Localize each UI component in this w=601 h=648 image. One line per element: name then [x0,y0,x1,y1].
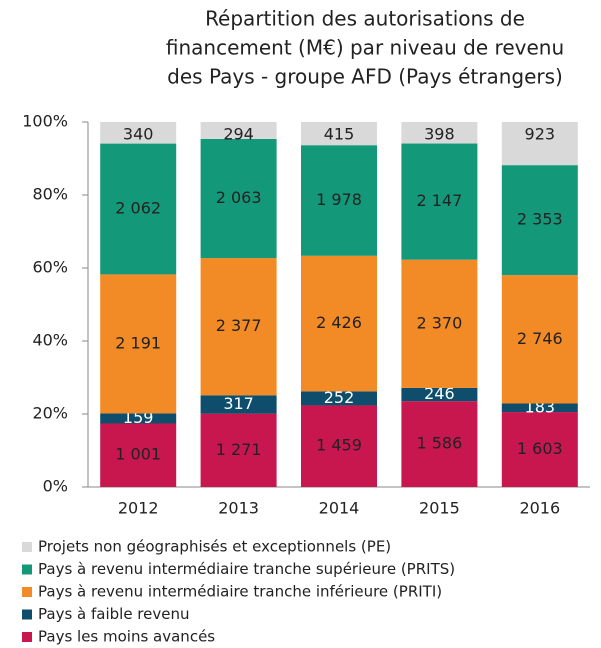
data-label: 2 746 [517,329,563,348]
bar-segment [501,165,578,276]
legend-swatch [22,587,32,597]
y-tick-label: 80% [32,185,68,204]
chart-title: financement (M€) par niveau de revenu [166,36,564,60]
data-label: 294 [223,125,254,144]
bar-segment [100,143,177,275]
chart-title: des Pays - groupe AFD (Pays étrangers) [167,65,563,89]
bar-segment [501,412,578,487]
data-label: 398 [424,125,455,144]
legend-label: Pays les moins avancés [38,628,215,646]
bar-segment [501,403,578,413]
bar-segment [100,423,177,487]
bar-segment [401,259,478,388]
data-label: 2 147 [416,191,462,210]
data-label: 340 [123,125,154,144]
data-label: 2 191 [115,333,161,352]
bar-segment [200,413,277,487]
bar-segment [301,145,377,256]
x-tick-label: 2012 [118,499,159,518]
data-label: 1 459 [316,436,362,455]
bar-segment [401,122,478,144]
data-label: 1 978 [316,190,362,209]
x-tick-label: 2016 [519,499,560,518]
bar-segment [501,122,578,166]
bar-segment [401,401,478,487]
data-label: 1 271 [216,440,262,459]
bar-segment [401,143,478,260]
data-label: 317 [223,394,254,413]
x-tick-label: 2013 [218,499,259,518]
x-tick-label: 2015 [419,499,460,518]
data-label: 252 [324,388,355,407]
data-label: 2 062 [115,198,161,217]
data-label: 923 [525,125,556,144]
bar-segment [200,138,277,259]
bar-segment [301,405,377,487]
legend-swatch [22,609,32,620]
bar-segment [100,122,177,144]
data-label: 2 377 [216,316,262,335]
y-tick-label: 40% [32,331,68,350]
bar-segment [200,258,277,396]
legend-label: Pays à revenu intermédiaire tranche infé… [38,583,442,601]
data-label: 415 [324,125,355,144]
bar-segment [301,255,377,392]
legend-label: Pays à revenu intermédiaire tranche supé… [38,560,455,578]
bar-segment [200,395,277,414]
data-label: 2 426 [316,313,362,332]
x-tick-label: 2014 [319,499,360,518]
data-label: 2 353 [517,210,563,229]
y-tick-label: 20% [32,404,68,423]
legend-label: Pays à faible revenu [38,605,190,623]
bar-segment [200,122,277,139]
y-tick-label: 60% [32,258,68,277]
data-label: 1 001 [115,445,161,464]
chart-title: Répartition des autorisations de [205,7,525,31]
legend-swatch [22,542,32,552]
bar-segment [501,275,578,404]
bar-segment [401,387,478,402]
legend-label: Projets non géographisés et exceptionnel… [38,538,391,556]
bar-segment [301,122,377,146]
legend-swatch [22,632,32,642]
data-label: 2 370 [416,313,462,332]
data-label: 246 [424,384,455,403]
y-tick-label: 100% [22,112,68,131]
data-label: 2 063 [216,188,262,207]
data-label: 1 586 [416,434,462,453]
bar-segment [100,413,177,424]
y-tick-label: 0% [43,477,68,496]
bar-segment [100,274,177,414]
bar-segment [301,391,377,406]
legend-swatch [22,564,32,575]
data-label: 1 603 [517,439,563,458]
